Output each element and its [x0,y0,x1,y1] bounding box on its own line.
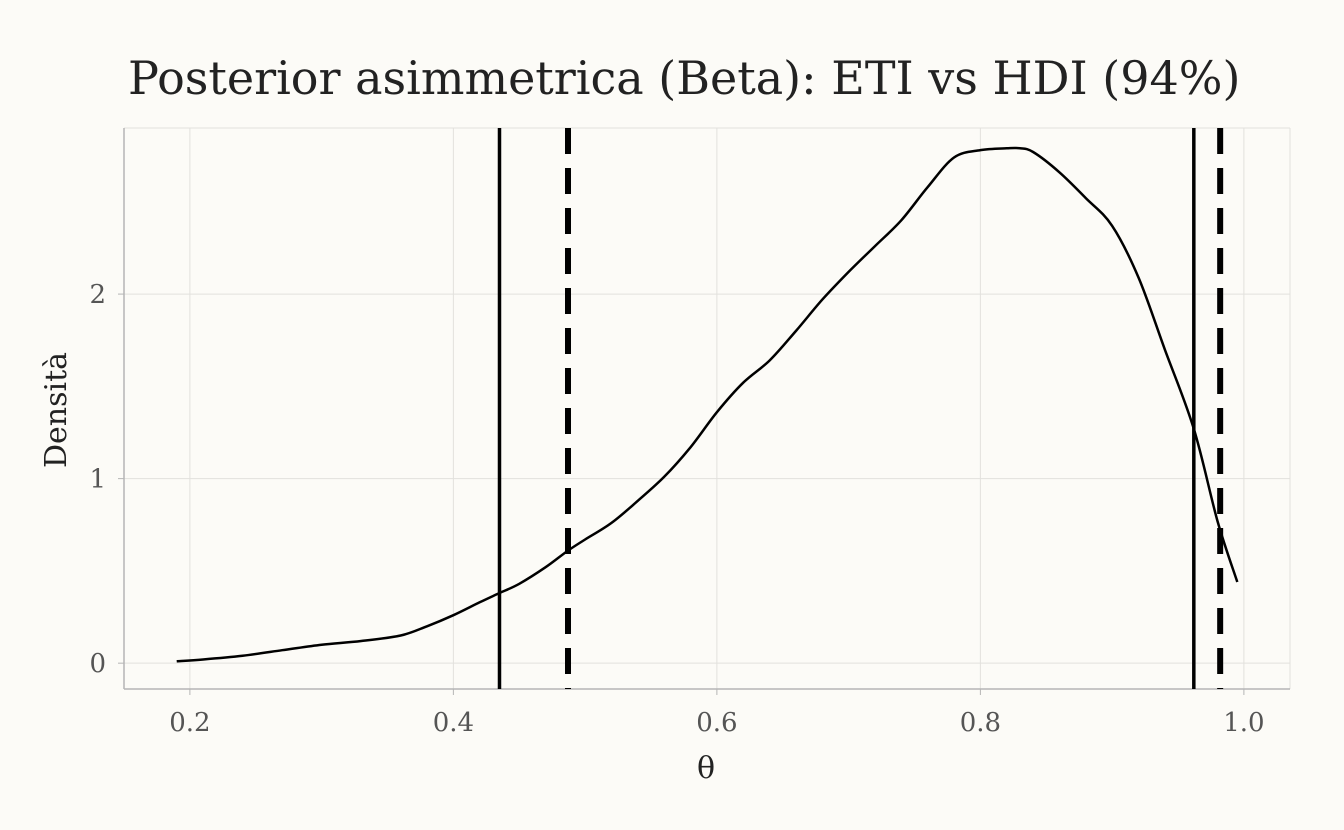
density-curve-0 [176,146,1239,663]
y-tick-label-2: 2 [89,280,106,310]
grid [124,127,1291,689]
y-axis-title: Densità [39,352,74,468]
axes [118,128,1290,695]
x-tick-label-0: 0.2 [169,708,210,738]
interval-lines [497,128,1224,689]
y-tick-label-1: 1 [89,465,106,495]
y-tick-label-0: 0 [89,649,106,679]
tick-labels: 0.2 0.4 0.6 0.8 1.0 0 1 2 [89,280,1264,738]
chart-title: Posterior asimmetrica (Beta): ETI vs HDI… [128,51,1240,105]
x-axis-title: θ [697,751,715,786]
x-tick-label-1: 0.4 [433,708,474,738]
x-tick-label-4: 1.0 [1223,708,1264,738]
density-series [176,146,1239,663]
x-tick-label-3: 0.8 [960,708,1001,738]
x-tick-label-2: 0.6 [696,708,737,738]
